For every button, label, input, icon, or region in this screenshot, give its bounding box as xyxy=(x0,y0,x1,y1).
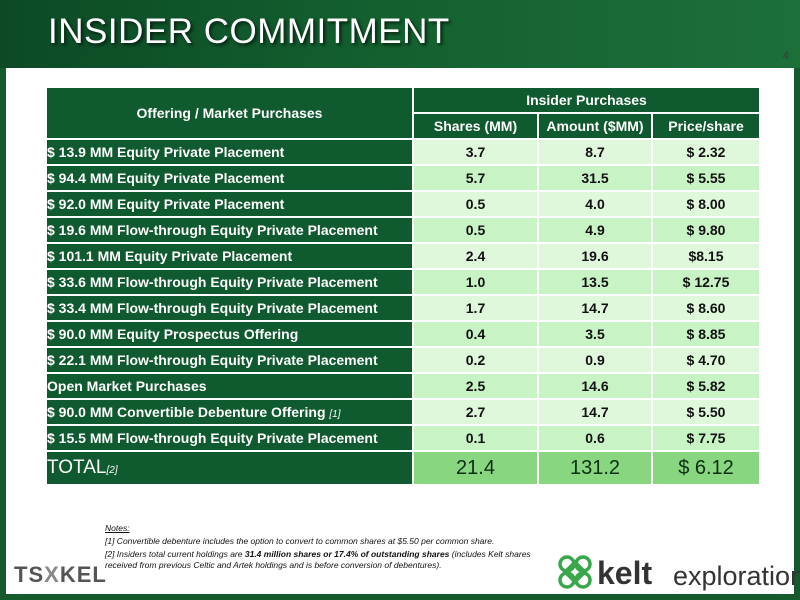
price-cell: $ 8.60 xyxy=(651,294,761,322)
table-row: $ 94.4 MM Equity Private Placement 5.7 3… xyxy=(45,164,761,192)
table-row: $ 13.9 MM Equity Private Placement 3.7 8… xyxy=(45,138,761,166)
shares-cell: 2.7 xyxy=(412,398,539,426)
shares-cell: 0.2 xyxy=(412,346,539,374)
offering-label: $ 33.4 MM Flow-through Equity Private Pl… xyxy=(45,294,414,322)
shares-cell: 0.1 xyxy=(412,424,539,452)
notes-title: Notes: xyxy=(105,523,130,533)
table-row: $ 101.1 MM Equity Private Placement 2.4 … xyxy=(45,242,761,270)
footnote-ref: [1] xyxy=(329,409,341,420)
insider-purchases-header: Insider Purchases xyxy=(412,86,761,114)
offering-label: $ 13.9 MM Equity Private Placement xyxy=(45,138,414,166)
footnote-2-highlight: 31.4 million shares or 17.4% of outstand… xyxy=(244,549,450,559)
offering-label: $ 94.4 MM Equity Private Placement xyxy=(45,164,414,192)
shares-cell: 0.5 xyxy=(412,190,539,218)
subheader-row: Shares (MM) Amount ($MM) Price/share xyxy=(46,112,761,140)
table-row: $ 33.6 MM Flow-through Equity Private Pl… xyxy=(45,268,761,296)
amount-cell: 14.6 xyxy=(537,372,653,400)
shares-cell: 0.5 xyxy=(412,216,539,244)
offering-label-text: $ 90.0 MM Convertible Debenture Offering xyxy=(47,404,326,420)
shares-cell: 0.4 xyxy=(412,320,539,348)
exploration-wordmark: exploration xyxy=(673,561,800,591)
total-price-cell: $ 6.12 xyxy=(651,450,761,486)
shares-cell: 5.7 xyxy=(412,164,539,192)
price-cell: $ 12.75 xyxy=(651,268,761,296)
header-row: Offering / Market Purchases Insider Purc… xyxy=(45,86,761,140)
shares-cell: 3.7 xyxy=(412,138,539,166)
amount-cell: 3.5 xyxy=(537,320,653,348)
amount-cell: 0.6 xyxy=(537,424,653,452)
table-row: $ 33.4 MM Flow-through Equity Private Pl… xyxy=(45,294,761,322)
tsx-logo-x: X xyxy=(44,562,60,587)
offering-label: $ 101.1 MM Equity Private Placement xyxy=(45,242,414,270)
total-amount-cell: 131.2 xyxy=(537,450,653,486)
table-row: $ 90.0 MM Convertible Debenture Offering… xyxy=(45,398,761,426)
price-cell: $ 4.70 xyxy=(651,346,761,374)
table-row: Open Market Purchases 2.5 14.6 $ 5.82 xyxy=(45,372,761,400)
offering-column-header: Offering / Market Purchases xyxy=(45,86,414,140)
amount-cell: 8.7 xyxy=(537,138,653,166)
footnote-2-end: (includes Kelt shares received from prev… xyxy=(105,549,531,570)
right-frame-border xyxy=(794,68,800,600)
shares-cell: 2.5 xyxy=(412,372,539,400)
price-column-header: Price/share xyxy=(651,112,761,140)
amount-cell: 19.6 xyxy=(537,242,653,270)
price-cell: $ 2.32 xyxy=(651,138,761,166)
price-cell: $ 7.75 xyxy=(651,424,761,452)
left-frame-border xyxy=(0,68,6,600)
amount-cell: 4.0 xyxy=(537,190,653,218)
table-row: $ 15.5 MM Flow-through Equity Private Pl… xyxy=(45,424,761,452)
kelt-exploration-logo: kelt exploration xyxy=(555,550,800,594)
offering-label: $ 22.1 MM Flow-through Equity Private Pl… xyxy=(45,346,414,374)
offering-label: Open Market Purchases xyxy=(45,372,414,400)
offering-label: $ 33.6 MM Flow-through Equity Private Pl… xyxy=(45,268,414,296)
offering-label: $ 90.0 MM Equity Prospectus Offering xyxy=(45,320,414,348)
price-cell: $ 5.50 xyxy=(651,398,761,426)
table-row: $ 22.1 MM Flow-through Equity Private Pl… xyxy=(45,346,761,374)
total-label: TOTAL[2] xyxy=(45,450,414,486)
tsx-logo-ticker: KEL xyxy=(59,562,107,587)
amount-cell: 13.5 xyxy=(537,268,653,296)
bottom-frame-border xyxy=(0,594,800,600)
celtic-knot-icon xyxy=(558,555,592,589)
tsx-logo: TSXKEL xyxy=(14,562,107,588)
footnote-1: [1] Convertible debenture includes the o… xyxy=(105,536,495,546)
price-cell: $8.15 xyxy=(651,242,761,270)
insider-purchases-table: Offering / Market Purchases Insider Purc… xyxy=(45,86,761,486)
footnote-2: [2] Insiders total current holdings are … xyxy=(105,549,545,571)
price-cell: $ 8.85 xyxy=(651,320,761,348)
amount-column-header: Amount ($MM) xyxy=(537,112,653,140)
amount-cell: 0.9 xyxy=(537,346,653,374)
table-row: $ 90.0 MM Equity Prospectus Offering 0.4… xyxy=(45,320,761,348)
footnotes: Notes: [1] Convertible debenture include… xyxy=(105,523,545,573)
amount-cell: 4.9 xyxy=(537,216,653,244)
total-shares-cell: 21.4 xyxy=(412,450,539,486)
price-cell: $ 5.82 xyxy=(651,372,761,400)
amount-cell: 14.7 xyxy=(537,294,653,322)
shares-cell: 1.0 xyxy=(412,268,539,296)
footnote-2-start: [2] Insiders total current holdings are xyxy=(105,549,245,559)
price-cell: $ 5.55 xyxy=(651,164,761,192)
title-bar: INSIDER COMMITMENT xyxy=(0,0,800,68)
amount-cell: 31.5 xyxy=(537,164,653,192)
amount-cell: 14.7 xyxy=(537,398,653,426)
shares-cell: 2.4 xyxy=(412,242,539,270)
offering-label: $ 19.6 MM Flow-through Equity Private Pl… xyxy=(45,216,414,244)
total-label-text: TOTAL xyxy=(47,457,107,478)
page-title: INSIDER COMMITMENT xyxy=(48,12,450,51)
price-cell: $ 9.80 xyxy=(651,216,761,244)
offering-label: $ 92.0 MM Equity Private Placement xyxy=(45,190,414,218)
offering-label: $ 15.5 MM Flow-through Equity Private Pl… xyxy=(45,424,414,452)
price-cell: $ 8.00 xyxy=(651,190,761,218)
shares-cell: 1.7 xyxy=(412,294,539,322)
page-number: 4 xyxy=(782,50,789,62)
shares-column-header: Shares (MM) xyxy=(412,112,539,140)
table-row: $ 19.6 MM Flow-through Equity Private Pl… xyxy=(45,216,761,244)
tsx-logo-part: TS xyxy=(14,562,45,587)
kelt-wordmark: kelt xyxy=(597,555,653,591)
offering-label: $ 90.0 MM Convertible Debenture Offering… xyxy=(45,398,414,426)
footnote-ref: [2] xyxy=(106,465,118,476)
total-row: TOTAL[2] 21.4 131.2 $ 6.12 xyxy=(45,450,761,486)
table-row: $ 92.0 MM Equity Private Placement 0.5 4… xyxy=(45,190,761,218)
